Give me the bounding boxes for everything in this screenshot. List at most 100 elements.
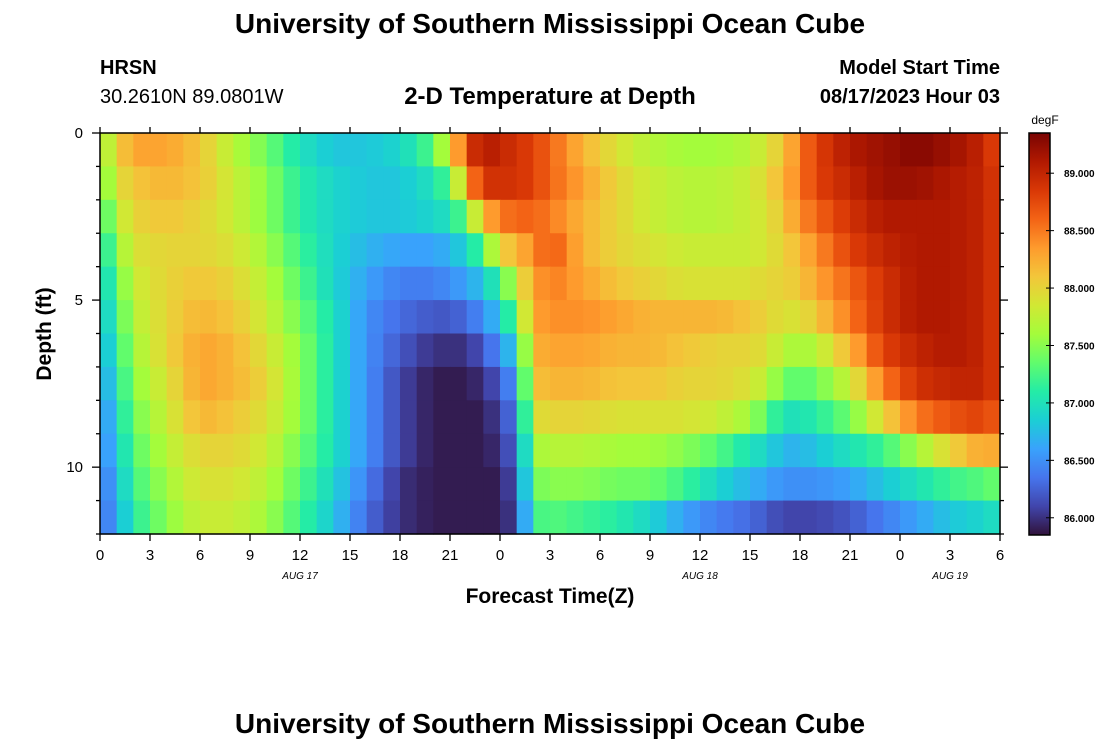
heatmap-cell bbox=[400, 166, 418, 201]
heatmap-cell bbox=[366, 433, 384, 468]
heatmap-cell bbox=[416, 166, 434, 201]
heatmap-cell bbox=[550, 467, 568, 502]
heatmap-cell bbox=[916, 433, 934, 468]
heatmap-cell bbox=[466, 433, 484, 468]
heatmap-cell bbox=[100, 300, 118, 335]
colorbar-tick-label: 88.000 bbox=[1064, 284, 1095, 295]
heatmap-cell bbox=[316, 266, 334, 301]
heatmap-cell bbox=[516, 300, 534, 335]
heatmap-cell bbox=[800, 500, 818, 535]
heatmap-cell bbox=[283, 433, 301, 468]
heatmap-cell bbox=[816, 400, 834, 435]
heatmap-cell bbox=[466, 500, 484, 535]
y-tick-label: 5 bbox=[75, 292, 83, 309]
heatmap-cell bbox=[416, 133, 434, 168]
heatmap-cell bbox=[433, 300, 451, 335]
heatmap-cell bbox=[216, 166, 234, 201]
heatmap-cell bbox=[883, 400, 901, 435]
heatmap-cell bbox=[950, 467, 968, 502]
colorbar-unit: degF bbox=[1031, 113, 1058, 127]
heatmap-cell bbox=[400, 133, 418, 168]
heatmap-cell bbox=[433, 166, 451, 201]
heatmap-cell bbox=[216, 400, 234, 435]
heatmap-cell bbox=[800, 467, 818, 502]
heatmap-cell bbox=[500, 133, 518, 168]
chart-subtitle: 2-D Temperature at Depth bbox=[404, 83, 696, 110]
heatmap-cell bbox=[983, 266, 1001, 301]
heatmap-cell bbox=[633, 500, 651, 535]
heatmap-cell bbox=[400, 300, 418, 335]
heatmap-cell bbox=[816, 199, 834, 234]
heatmap-cell bbox=[216, 300, 234, 335]
heatmap-cell bbox=[300, 166, 318, 201]
x-tick-label: 3 bbox=[546, 547, 554, 564]
heatmap-cell bbox=[366, 300, 384, 335]
heatmap-cell bbox=[166, 133, 184, 168]
heatmap-cell bbox=[350, 500, 368, 535]
heatmap-cell bbox=[683, 166, 701, 201]
heatmap-cell bbox=[316, 300, 334, 335]
heatmap-cell bbox=[583, 199, 601, 234]
heatmap-cell bbox=[850, 333, 868, 368]
heatmap-cell bbox=[366, 333, 384, 368]
heatmap-cell bbox=[716, 233, 734, 268]
heatmap-cell bbox=[266, 467, 284, 502]
colorbar-tick-label: 89.000 bbox=[1064, 169, 1095, 180]
heatmap-cell bbox=[600, 199, 618, 234]
heatmap-cell bbox=[116, 133, 134, 168]
heatmap-cell bbox=[166, 266, 184, 301]
heatmap-cell bbox=[666, 333, 684, 368]
heatmap-cell bbox=[450, 266, 468, 301]
heatmap-cell bbox=[966, 467, 984, 502]
heatmap-cell bbox=[416, 433, 434, 468]
heatmap-cell bbox=[850, 233, 868, 268]
heatmap-cell bbox=[400, 400, 418, 435]
x-tick-label: 6 bbox=[996, 547, 1004, 564]
heatmap-cell bbox=[133, 400, 151, 435]
heatmap-cell bbox=[700, 500, 718, 535]
date-labels: AUG 17 AUG 18 AUG 19 bbox=[281, 571, 968, 582]
heatmap-cell bbox=[566, 199, 584, 234]
heatmap-cell bbox=[200, 433, 218, 468]
heatmap-cell bbox=[183, 333, 201, 368]
heatmap-cell bbox=[250, 166, 268, 201]
heatmap-cell bbox=[383, 199, 401, 234]
heatmap-cell bbox=[816, 300, 834, 335]
heatmap-cell bbox=[733, 133, 751, 168]
heatmap-cell bbox=[983, 166, 1001, 201]
heatmap-cell bbox=[633, 300, 651, 335]
heatmap-cell bbox=[833, 366, 851, 401]
x-tick-label: 18 bbox=[792, 547, 809, 564]
heatmap-cell bbox=[333, 333, 351, 368]
heatmap-cell bbox=[850, 500, 868, 535]
heatmap-cell bbox=[500, 333, 518, 368]
heatmap-cell bbox=[533, 366, 551, 401]
heatmap-cell bbox=[650, 233, 668, 268]
heatmap-cell bbox=[716, 400, 734, 435]
heatmap-cell bbox=[766, 233, 784, 268]
heatmap-cell bbox=[350, 333, 368, 368]
heatmap-cell bbox=[600, 300, 618, 335]
heatmap-cell bbox=[383, 166, 401, 201]
heatmap-cell bbox=[833, 433, 851, 468]
heatmap-cell bbox=[100, 433, 118, 468]
heatmap-cell bbox=[450, 166, 468, 201]
heatmap-cell bbox=[966, 266, 984, 301]
heatmap-cell bbox=[850, 467, 868, 502]
heatmap-cell bbox=[183, 133, 201, 168]
heatmap-cell bbox=[116, 366, 134, 401]
heatmap-cell bbox=[983, 233, 1001, 268]
heatmap-cell bbox=[133, 166, 151, 201]
heatmap-cell bbox=[800, 266, 818, 301]
heatmap-cell bbox=[883, 433, 901, 468]
heatmap-cell bbox=[950, 266, 968, 301]
heatmap-cell bbox=[266, 233, 284, 268]
x-tick-label: 0 bbox=[96, 547, 104, 564]
heatmap-cell bbox=[750, 266, 768, 301]
heatmap-cell bbox=[400, 199, 418, 234]
station-coordinates: 30.2610N 89.0801W bbox=[100, 86, 284, 108]
heatmap-cell bbox=[600, 500, 618, 535]
heatmap-cell bbox=[466, 166, 484, 201]
heatmap-cell bbox=[666, 400, 684, 435]
heatmap-cell bbox=[100, 166, 118, 201]
